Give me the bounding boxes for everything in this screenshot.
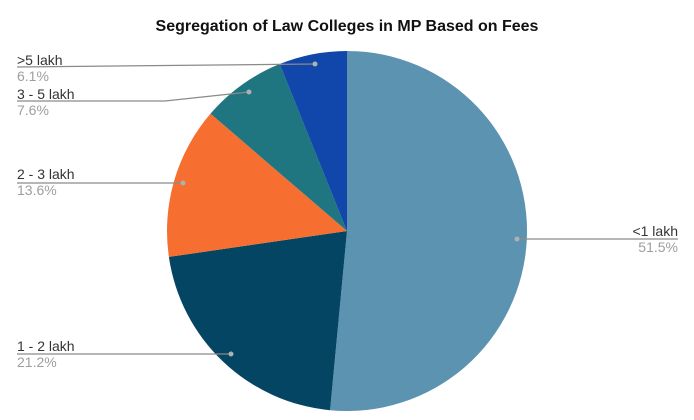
leader-dot [514, 236, 520, 242]
label-gt5: >5 lakh 6.1% [17, 52, 63, 84]
pie-slice-1 [168, 231, 347, 411]
pie-slice-2 [167, 113, 347, 257]
label-lt1: <1 lakh 51.5% [632, 223, 678, 255]
chart-title: Segregation of Law Colleges in MP Based … [155, 18, 539, 35]
pie-slice-0 [330, 51, 527, 411]
label-1-2: 1 - 2 lakh 21.2% [17, 338, 75, 370]
label-3-5: 3 - 5 lakh 7.6% [17, 86, 75, 118]
leader-line [16, 63, 316, 68]
pie-slice-4 [279, 51, 347, 231]
leader-dot [180, 180, 186, 186]
label-2-3: 2 - 3 lakh 13.6% [17, 166, 75, 198]
leader-dot [246, 89, 252, 95]
pie-slice-3 [210, 64, 347, 231]
leader-line [17, 91, 250, 102]
leader-dot [312, 61, 318, 67]
leader-dot [228, 351, 234, 357]
